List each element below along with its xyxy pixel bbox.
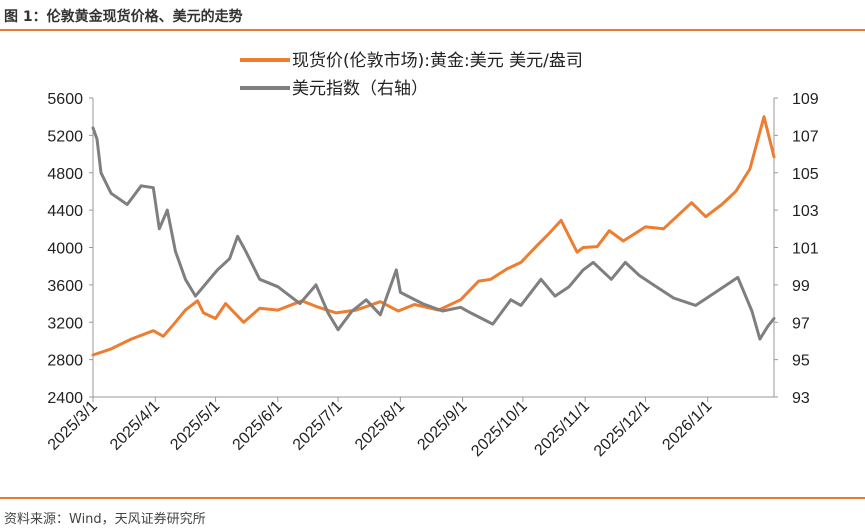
usd-index-line	[91, 126, 776, 341]
y-right-tick-label: 103	[792, 203, 819, 220]
y-left-tick-label: 2400	[47, 390, 83, 407]
x-tick-label: 2025/9/1	[414, 398, 470, 454]
y-left-tick-label: 5600	[47, 91, 83, 108]
y-right-tick-label: 95	[792, 353, 810, 370]
y-right-tick-label: 105	[792, 166, 819, 183]
footer-rule	[0, 497, 865, 499]
y-left-tick-label: 4800	[47, 166, 83, 183]
x-tick-label: 2025/8/1	[352, 398, 408, 454]
series-layer	[91, 115, 776, 357]
y-left-tick-label: 4000	[47, 241, 83, 258]
y-right-tick-label: 97	[792, 315, 810, 332]
legend-label-usd: 美元指数（右轴）	[292, 79, 428, 99]
y-right-tick-label: 107	[792, 128, 819, 145]
y-right-tick-label: 99	[792, 278, 810, 295]
figure-title: 图 1：伦敦黄金现货价格、美元的走势	[4, 9, 243, 25]
y-right-tick-label: 101	[792, 241, 819, 258]
x-tick-label: 2026/1/1	[659, 398, 715, 454]
y-left-tick-label: 5200	[47, 128, 83, 145]
y-left-tick-label: 3200	[47, 315, 83, 332]
gold-price-line	[91, 115, 776, 357]
legend: 现货价(伦敦市场):黄金:美元 美元/盎司 美元指数（右轴）	[240, 51, 583, 99]
x-tick-label: 2025/10/1	[468, 398, 530, 460]
y-left-tick-label: 2800	[47, 353, 83, 370]
y-right-tick-label: 93	[792, 390, 810, 407]
y-left-tick-label: 4400	[47, 203, 83, 220]
x-tick-label: 2025/11/1	[531, 398, 593, 460]
header-rule	[0, 29, 865, 31]
x-tick-label: 2025/6/1	[230, 398, 286, 454]
legend-label-gold: 现货价(伦敦市场):黄金:美元 美元/盎司	[292, 51, 583, 71]
x-tick-label: 2025/7/1	[290, 398, 346, 454]
source-note: 资料来源：Wind，天风证券研究所	[4, 512, 206, 527]
y-left-tick-label: 3600	[47, 278, 83, 295]
x-tick-label: 2025/4/1	[107, 398, 163, 454]
y-right-tick-label: 109	[792, 91, 819, 108]
x-tick-label: 2025/5/1	[167, 398, 223, 454]
x-tick-label: 2025/12/1	[591, 398, 653, 460]
axes: 2400 2800 3200 3600 4000 4400 4800 5200 5600 93 95…	[45, 91, 819, 460]
